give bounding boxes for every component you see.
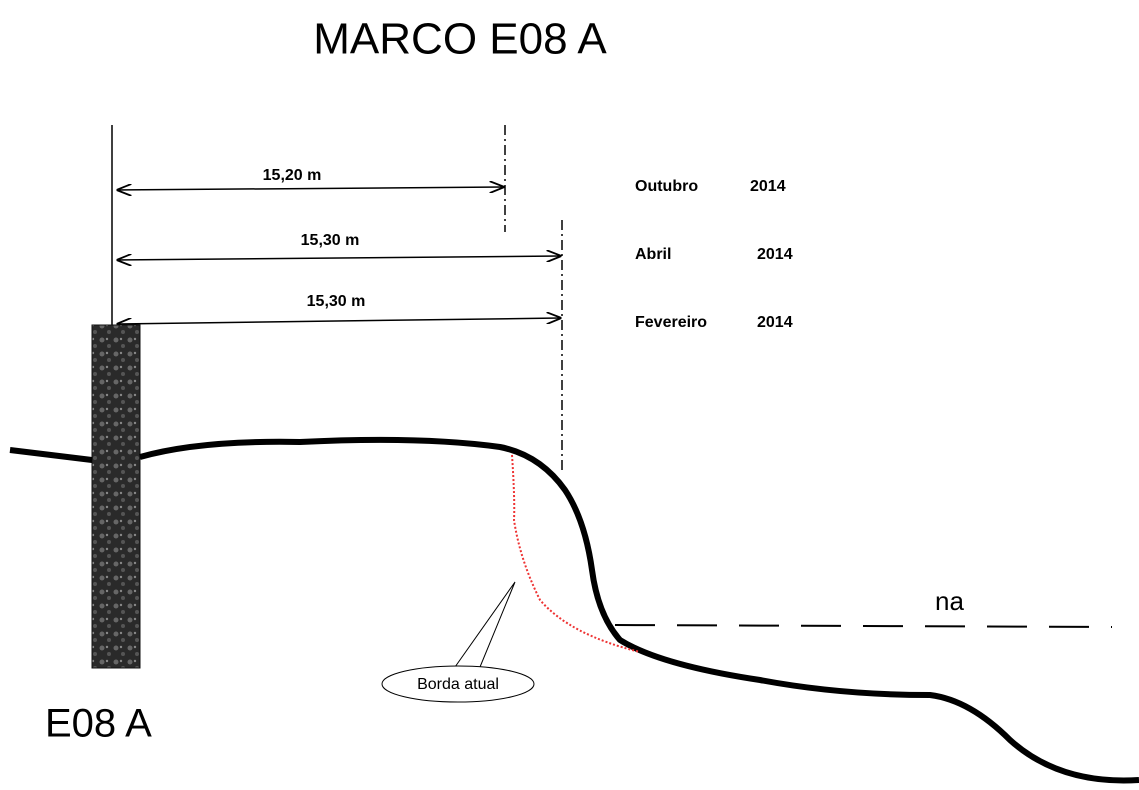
dimension-arrow (118, 318, 560, 324)
legend-year: 2014 (757, 246, 793, 263)
legend-month: Outubro (635, 178, 698, 195)
callout-bubble (381, 665, 535, 703)
dimension-arrow (118, 187, 503, 190)
measurement: 15,30 m (301, 232, 360, 249)
measurement: 15,20 m (263, 167, 322, 184)
dimension-arrow (118, 256, 560, 260)
water-label: na (935, 586, 964, 616)
legend-year: 2014 (757, 314, 793, 331)
marker-post (91, 324, 141, 669)
measurement: 15,30 m (307, 293, 366, 310)
current-edge (511, 454, 641, 653)
water-level (614, 624, 1113, 628)
legend-month: Fevereiro (635, 314, 707, 331)
marker-label: E08 A (45, 702, 152, 746)
legend-year: 2014 (750, 178, 786, 195)
callout-text: Borda atual (417, 676, 499, 693)
legend-month: Abril (635, 246, 671, 263)
ground-profile (9, 436, 1139, 784)
callout-pointer (454, 581, 516, 668)
title: MARCO E08 A (313, 15, 607, 64)
